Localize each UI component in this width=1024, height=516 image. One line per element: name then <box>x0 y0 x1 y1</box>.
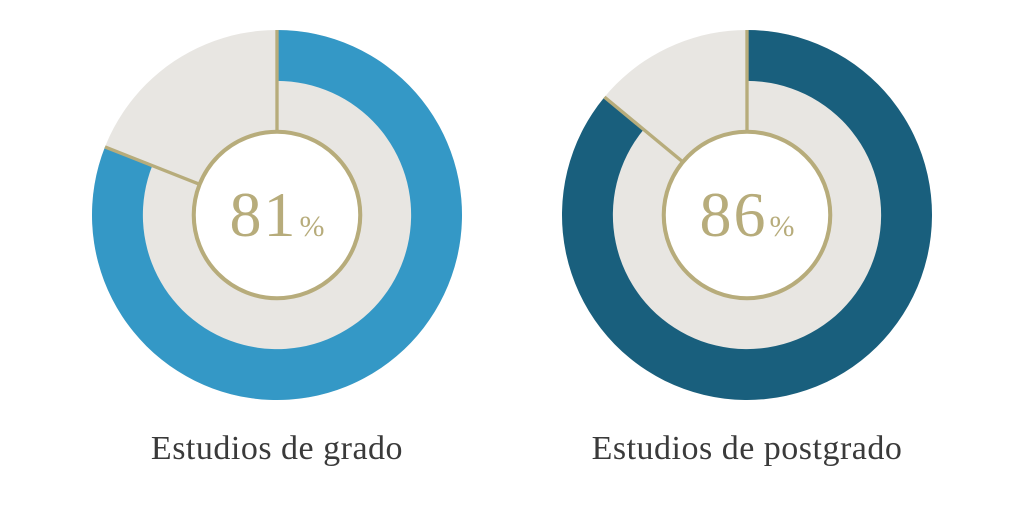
charts-row: 81 % Estudios de grado 86 % Estudios de … <box>0 0 1024 516</box>
caption-postgrado: Estudios de postgrado <box>592 430 903 468</box>
caption-grado: Estudios de grado <box>151 430 403 468</box>
percent-grado: % <box>300 210 325 244</box>
percent-postgrado: % <box>770 210 795 244</box>
donut-postgrado: 86 % <box>562 30 932 400</box>
center-label-grado: 81 % <box>230 178 325 252</box>
value-grado: 81 <box>230 178 298 252</box>
chart-grado: 81 % Estudios de grado <box>92 30 462 468</box>
value-postgrado: 86 <box>700 178 768 252</box>
center-label-postgrado: 86 % <box>700 178 795 252</box>
chart-postgrado: 86 % Estudios de postgrado <box>562 30 932 468</box>
donut-grado: 81 % <box>92 30 462 400</box>
